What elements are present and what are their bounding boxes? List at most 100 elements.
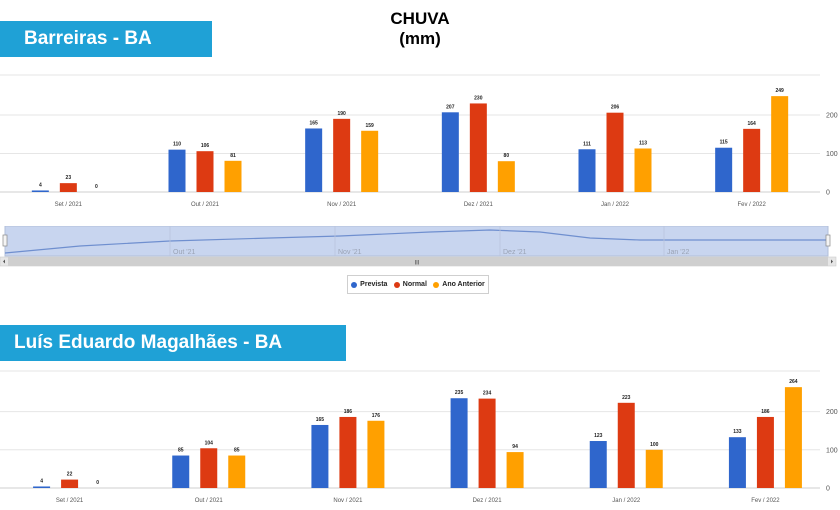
data-label-ano-anterior-3: 80 xyxy=(504,153,510,159)
bar-prevista-2[interactable] xyxy=(311,424,329,488)
bar-normal-0[interactable] xyxy=(59,183,77,192)
bar-prevista-0[interactable] xyxy=(31,190,49,192)
navigator-right-handle[interactable] xyxy=(825,234,831,247)
x-tick-label-1: Out / 2021 xyxy=(191,202,220,208)
bar-normal-3[interactable] xyxy=(478,398,496,488)
bar-prevista-3[interactable] xyxy=(450,398,468,488)
y-tick-label-0: 0 xyxy=(826,486,830,493)
data-label-normal-0: 23 xyxy=(66,175,72,181)
bar-prevista-4[interactable] xyxy=(578,149,596,192)
bar-prevista-5[interactable] xyxy=(715,147,733,192)
chart-title: CHUVA (mm) xyxy=(0,9,840,49)
data-label-ano-anterior-4: 113 xyxy=(639,140,647,146)
data-label-normal-1: 104 xyxy=(205,440,214,446)
data-label-prevista-5: 133 xyxy=(733,429,742,435)
bar-ano-anterior-3[interactable] xyxy=(497,161,515,192)
bar-normal-3[interactable] xyxy=(469,103,487,192)
bar-ano-anterior-2[interactable] xyxy=(367,420,385,488)
x-tick-label-0: Set / 2021 xyxy=(55,202,83,208)
bar-normal-5[interactable] xyxy=(756,416,774,488)
navigator-scrollbar-grip[interactable]: III xyxy=(414,261,419,267)
y-tick-label-100: 100 xyxy=(826,151,838,158)
legend-ano-anterior-marker xyxy=(433,281,440,288)
navigator-series-line xyxy=(4,229,828,254)
data-label-prevista-0: 4 xyxy=(40,478,43,484)
data-label-normal-3: 230 xyxy=(474,95,483,101)
data-label-ano-anterior-0: 0 xyxy=(96,480,99,486)
data-label-ano-anterior-5: 249 xyxy=(775,88,784,94)
bar-prevista-1[interactable] xyxy=(168,149,186,192)
title-line-2: (mm) xyxy=(399,29,441,48)
bar-normal-0[interactable] xyxy=(61,479,79,488)
data-label-normal-3: 234 xyxy=(483,391,492,397)
data-label-ano-anterior-0: 0 xyxy=(95,184,98,190)
range-navigator[interactable]: Out '21 Nov '21 Dez '21 Jan '22 III xyxy=(0,226,840,268)
x-tick-label-4: Jan / 2022 xyxy=(601,202,630,208)
data-label-prevista-5: 115 xyxy=(720,140,728,146)
bar-ano-anterior-1[interactable] xyxy=(224,160,242,192)
bar-normal-2[interactable] xyxy=(333,118,351,192)
scroll-right-arrow-icon[interactable] xyxy=(831,259,833,264)
bar-prevista-1[interactable] xyxy=(172,455,190,488)
data-label-normal-5: 164 xyxy=(747,121,756,127)
bar-prevista-4[interactable] xyxy=(589,441,607,488)
data-label-ano-anterior-5: 264 xyxy=(789,379,798,385)
data-label-ano-anterior-1: 81 xyxy=(230,153,236,159)
data-label-ano-anterior-2: 176 xyxy=(372,413,381,419)
x-tick-label-2: Nov / 2021 xyxy=(333,498,363,504)
data-label-prevista-3: 235 xyxy=(455,390,464,396)
data-label-normal-0: 22 xyxy=(67,472,73,478)
legend-item-ano-anterior[interactable]: Ano Anterior xyxy=(433,281,485,288)
bar-prevista-2[interactable] xyxy=(305,128,323,192)
bar-normal-4[interactable] xyxy=(606,112,624,192)
chart-legend: Prevista Normal Ano Anterior xyxy=(347,275,489,294)
x-tick-label-0: Set / 2021 xyxy=(56,498,84,504)
x-tick-label-1: Out / 2021 xyxy=(195,498,224,504)
data-label-prevista-2: 165 xyxy=(316,417,325,423)
data-label-prevista-4: 111 xyxy=(583,141,591,147)
navigator-tick-label-2: Dez '21 xyxy=(503,249,527,256)
bar-normal-2[interactable] xyxy=(339,416,357,488)
data-label-normal-2: 190 xyxy=(337,111,346,117)
data-label-ano-anterior-1: 85 xyxy=(234,448,240,454)
bar-prevista-3[interactable] xyxy=(441,112,459,192)
legend-normal-label: Normal xyxy=(402,281,427,288)
bar-normal-5[interactable] xyxy=(743,128,761,192)
x-tick-label-3: Dez / 2021 xyxy=(473,498,503,504)
legend-item-normal[interactable]: Normal xyxy=(393,281,427,288)
legend-item-prevista[interactable]: Prevista xyxy=(351,281,387,288)
y-tick-label-200: 200 xyxy=(826,409,838,416)
x-tick-label-5: Fev / 2022 xyxy=(751,498,780,504)
bar-normal-1[interactable] xyxy=(200,448,218,488)
bar-ano-anterior-4[interactable] xyxy=(645,449,663,488)
bar-ano-anterior-2[interactable] xyxy=(361,130,379,192)
bar-ano-anterior-5[interactable] xyxy=(771,96,789,192)
banner-luis-eduardo-magalhaes: Luís Eduardo Magalhães - BA xyxy=(0,325,346,361)
y-tick-label-0: 0 xyxy=(826,190,830,197)
navigator-selected-range[interactable] xyxy=(4,226,829,257)
navigator-left-handle[interactable] xyxy=(2,234,8,247)
data-label-normal-4: 206 xyxy=(611,105,620,111)
bar-normal-4[interactable] xyxy=(617,402,635,488)
y-tick-label-100: 100 xyxy=(826,447,838,454)
bar-ano-anterior-4[interactable] xyxy=(634,148,652,192)
data-label-ano-anterior-2: 159 xyxy=(365,123,374,129)
scroll-left-arrow-icon[interactable] xyxy=(3,259,5,264)
data-label-prevista-2: 165 xyxy=(309,120,318,126)
x-tick-label-5: Fev / 2022 xyxy=(737,202,766,208)
navigator-scrollbar-thumb[interactable] xyxy=(8,257,828,266)
banner-barreiras: Barreiras - BA xyxy=(0,21,212,57)
bar-ano-anterior-3[interactable] xyxy=(506,452,524,488)
bar-ano-anterior-1[interactable] xyxy=(228,455,246,488)
bar-normal-1[interactable] xyxy=(196,151,214,192)
bar-prevista-0[interactable] xyxy=(33,486,51,488)
navigator-tick-label-0: Out '21 xyxy=(173,249,195,256)
bar-ano-anterior-5[interactable] xyxy=(784,387,802,488)
data-label-ano-anterior-4: 100 xyxy=(650,442,659,448)
x-tick-label-3: Dez / 2021 xyxy=(464,202,494,208)
navigator-tick-label-3: Jan '22 xyxy=(667,249,689,256)
bar-prevista-5[interactable] xyxy=(728,437,746,488)
x-tick-label-4: Jan / 2022 xyxy=(612,498,641,504)
navigator-tick-label-1: Nov '21 xyxy=(338,249,362,256)
